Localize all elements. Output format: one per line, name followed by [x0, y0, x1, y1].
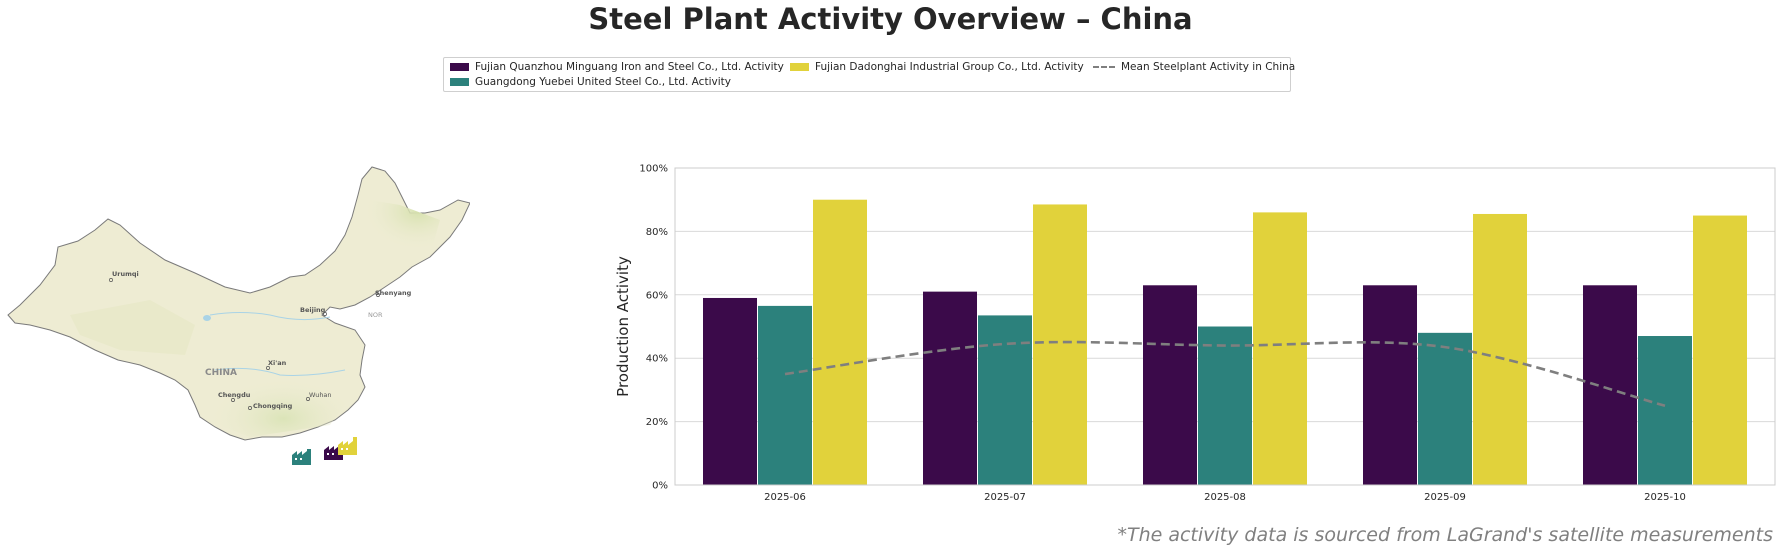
legend: Fujian Quanzhou Minguang Iron and Steel …: [443, 57, 1295, 92]
bar-yuebei-2025-10: [1638, 336, 1692, 485]
chart-mean-line: [784, 340, 1666, 408]
x-tick-label: 2025-06: [764, 492, 806, 503]
bar-minguang-2025-06: [703, 297, 757, 485]
legend-label-dadonghai: Fujian Dadonghai Industrial Group Co., L…: [815, 61, 1084, 73]
x-tick-label: 2025-08: [1204, 492, 1246, 503]
china-map: Urumqi Beijing Shenyang NOR Xi'an CHINA …: [7, 166, 470, 465]
city-dot-chongqing: [248, 406, 252, 410]
legend-item-yuebei: Guangdong Yuebei United Steel Co., Ltd. …: [450, 76, 731, 88]
legend-item-minguang: Fujian Quanzhou Minguang Iron and Steel …: [450, 61, 784, 73]
mean-activity-line: [784, 340, 1666, 408]
x-tick-labels: 2025-06 2025-07 2025-08 2025-09 2025-10: [764, 492, 1686, 503]
region-label-nor: NOR: [368, 311, 383, 319]
bar-yuebei-2025-09: [1418, 332, 1472, 485]
bar-minguang-2025-07: [923, 291, 977, 485]
x-tick-label: 2025-10: [1644, 492, 1686, 503]
green-region-ne: [330, 195, 440, 275]
bar-dadonghai-2025-07: [1033, 204, 1087, 485]
y-tick-labels: 0% 20% 40% 60% 80% 100%: [639, 164, 668, 492]
factory-icon-yuebei: [292, 449, 311, 465]
city-dot-chengdu: [231, 398, 235, 402]
footnote: *The activity data is sourced from LaGra…: [1117, 524, 1773, 546]
city-label-beijing: Beijing: [300, 306, 326, 314]
plot-frame: [674, 167, 1776, 486]
bar-yuebei-2025-07: [978, 315, 1032, 485]
yangtze-river: [214, 367, 346, 376]
bar-minguang-2025-09: [1363, 285, 1417, 485]
city-dot-beijing: [323, 312, 327, 316]
bar-dadonghai-2025-06: [813, 199, 867, 485]
bar-minguang-2025-10: [1583, 285, 1637, 485]
legend-item-dadonghai: Fujian Dadonghai Industrial Group Co., L…: [790, 61, 1084, 73]
lake-qinghai: [203, 315, 211, 321]
bar-yuebei-2025-06: [758, 305, 812, 485]
y-tick-label: 0%: [652, 481, 668, 492]
legend-item-mean: Mean Steelplant Activity in China: [1093, 61, 1295, 73]
city-label-xian: Xi'an: [268, 359, 287, 367]
country-label-china: CHINA: [205, 368, 237, 378]
chart-title: Steel Plant Activity Overview – China: [588, 2, 1193, 36]
yellow-river: [209, 312, 331, 321]
y-axis-label: Production Activity: [614, 256, 632, 397]
city-dot-shenyang: [376, 293, 380, 297]
bar-dadonghai-2025-09: [1473, 213, 1527, 485]
bar-dadonghai-2025-08: [1253, 212, 1307, 485]
city-label-urumqi: Urumqi: [112, 270, 139, 278]
city-dot-wuhan: [306, 397, 310, 401]
city-dot-urumqi: [109, 278, 113, 282]
x-tick-label: 2025-09: [1424, 492, 1466, 503]
city-label-shenyang: Shenyang: [375, 289, 412, 297]
factory-icon-dadonghai: [338, 437, 357, 455]
y-tick-label: 60%: [646, 290, 668, 301]
legend-label-mean: Mean Steelplant Activity in China: [1121, 61, 1296, 73]
x-tick-label: 2025-07: [984, 492, 1026, 503]
city-label-wuhan: Wuhan: [309, 391, 332, 399]
y-tick-label: 40%: [646, 354, 668, 365]
y-tick-label: 80%: [646, 227, 668, 238]
bar-minguang-2025-08: [1143, 285, 1197, 485]
city-dot-xian: [266, 366, 270, 370]
activity-bar-chart: 0% 20% 40% 60% 80% 100% 2025-06 2025-07 2025-08…: [614, 164, 1776, 503]
tarim-region: [70, 300, 195, 355]
city-label-chongqing: Chongqing: [253, 402, 293, 410]
y-tick-label: 100%: [639, 164, 668, 175]
bar-yuebei-2025-08: [1198, 326, 1252, 485]
y-tick-label: 20%: [646, 417, 668, 428]
legend-swatch-minguang: [450, 63, 469, 71]
legend-label-yuebei: Guangdong Yuebei United Steel Co., Ltd. …: [475, 76, 731, 88]
city-label-chengdu: Chengdu: [218, 391, 251, 399]
legend-swatch-dadonghai: [790, 63, 809, 71]
bar-dadonghai-2025-10: [1693, 215, 1747, 486]
chart-bars: [703, 199, 1747, 486]
legend-line-mean: [1093, 66, 1115, 68]
legend-label-minguang: Fujian Quanzhou Minguang Iron and Steel …: [475, 61, 784, 73]
legend-swatch-yuebei: [450, 78, 469, 86]
